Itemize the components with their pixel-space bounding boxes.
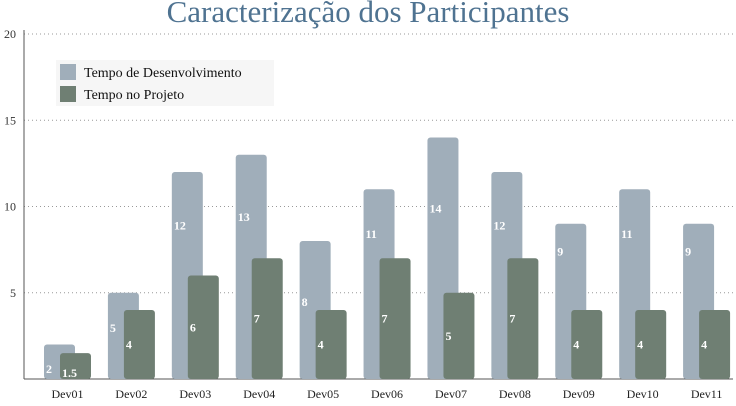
data-label: 11 xyxy=(621,227,632,241)
bar-tempo-projeto xyxy=(507,258,539,379)
data-label: 5 xyxy=(110,321,116,335)
legend-label: Tempo de Desenvolvimento xyxy=(84,66,242,81)
data-label: 1.5 xyxy=(62,366,77,380)
bar-tempo-projeto xyxy=(187,275,219,379)
bar-tempo-projeto xyxy=(251,258,283,379)
data-label: 6 xyxy=(190,320,196,334)
bar-tempo-projeto xyxy=(60,353,91,379)
bar-tempo-projeto xyxy=(699,310,731,379)
x-tick-label: Dev06 xyxy=(371,387,403,401)
data-label: 11 xyxy=(366,227,377,241)
data-label: 5 xyxy=(445,329,451,343)
legend-swatch xyxy=(60,64,76,80)
x-tick-label: Dev05 xyxy=(307,387,339,401)
x-tick-label: Dev10 xyxy=(627,387,659,401)
bar-tempo-projeto xyxy=(379,258,411,379)
y-tick-label: 5 xyxy=(10,286,16,300)
x-tick-label: Dev02 xyxy=(115,387,147,401)
data-label: 7 xyxy=(254,312,260,326)
x-tick-label: Dev04 xyxy=(243,387,275,401)
bar-tempo-projeto xyxy=(635,310,667,379)
data-label: 9 xyxy=(557,244,563,258)
data-label: 12 xyxy=(493,219,505,233)
data-label: 4 xyxy=(126,338,132,352)
legend-label: Tempo no Projeto xyxy=(84,88,184,103)
legend-background xyxy=(56,60,274,106)
data-label: 9 xyxy=(685,244,691,258)
x-tick-label: Dev08 xyxy=(499,387,531,401)
bar-tempo-projeto xyxy=(123,310,155,379)
data-label: 13 xyxy=(238,210,250,224)
data-label: 2 xyxy=(46,362,52,376)
data-label: 4 xyxy=(318,338,324,352)
y-tick-label: 20 xyxy=(4,27,16,41)
y-tick-label: 10 xyxy=(4,200,16,214)
data-label: 4 xyxy=(637,338,643,352)
data-label: 14 xyxy=(429,201,441,215)
x-tick-label: Dev07 xyxy=(435,387,467,401)
bar-tempo-projeto xyxy=(315,310,347,379)
chart-title: Caracterização dos Participantes xyxy=(166,0,570,29)
data-label: 7 xyxy=(382,312,388,326)
x-tick-label: Dev09 xyxy=(563,387,595,401)
x-tick-label: Dev03 xyxy=(179,387,211,401)
x-tick-label: Dev01 xyxy=(52,387,84,401)
data-label: 12 xyxy=(174,219,186,233)
y-tick-label: 15 xyxy=(4,113,16,127)
bar-tempo-projeto xyxy=(571,310,603,379)
data-label: 8 xyxy=(302,295,308,309)
data-label: 4 xyxy=(701,338,707,352)
data-label: 7 xyxy=(509,312,515,326)
x-tick-label: Dev11 xyxy=(691,387,723,401)
data-label: 4 xyxy=(573,338,579,352)
legend-swatch xyxy=(60,86,76,102)
bar-tempo-projeto xyxy=(443,292,475,379)
